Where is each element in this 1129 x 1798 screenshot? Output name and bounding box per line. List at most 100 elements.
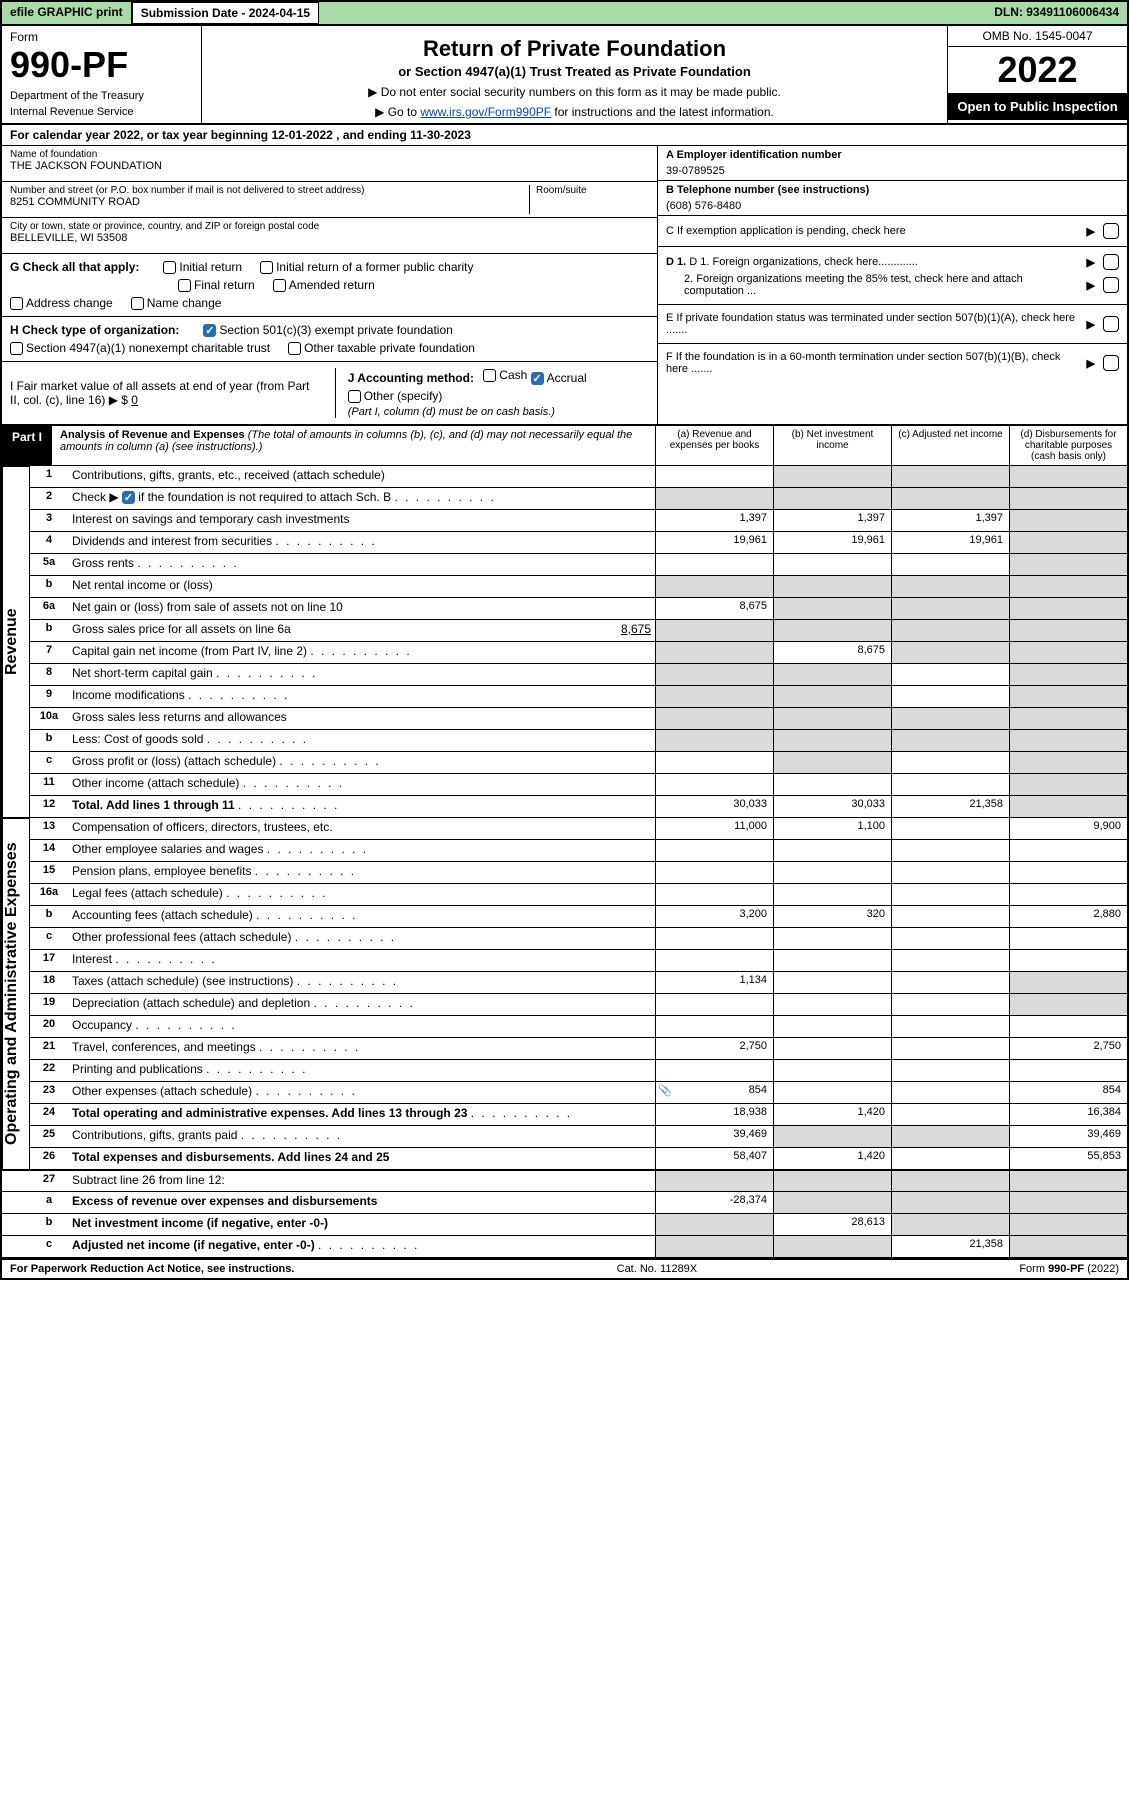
top-bar: efile GRAPHIC print Submission Date - 20… — [2, 2, 1127, 26]
line-17: Interest — [68, 950, 655, 971]
g-label: G Check all that apply: — [10, 260, 139, 274]
chk-other-taxable[interactable]: Other taxable private foundation — [288, 341, 475, 355]
line-4: Dividends and interest from securities — [68, 532, 655, 553]
city-state-zip: BELLEVILLE, WI 53508 — [10, 232, 649, 244]
chk-address-change[interactable]: Address change — [10, 296, 113, 310]
line-13: Compensation of officers, directors, tru… — [68, 818, 655, 839]
form-link[interactable]: www.irs.gov/Form990PF — [420, 105, 551, 119]
form-subtitle: or Section 4947(a)(1) Trust Treated as P… — [214, 64, 935, 79]
chk-e[interactable] — [1103, 316, 1119, 332]
chk-f[interactable] — [1103, 355, 1119, 371]
line-24: Total operating and administrative expen… — [68, 1104, 655, 1125]
footer-form: Form 990-PF (2022) — [1019, 1263, 1119, 1275]
footer-paperwork: For Paperwork Reduction Act Notice, see … — [10, 1263, 294, 1275]
line-10a: Gross sales less returns and allowances — [68, 708, 655, 729]
chk-amended-return[interactable]: Amended return — [273, 278, 375, 292]
line-27c: Adjusted net income (if negative, enter … — [68, 1236, 655, 1257]
form-number: 990-PF — [10, 44, 193, 86]
city-label: City or town, state or province, country… — [10, 221, 649, 232]
expenses-side-label: Operating and Administrative Expenses — [2, 818, 30, 1170]
name-label: Name of foundation — [10, 149, 649, 160]
submission-date: Submission Date - 2024-04-15 — [132, 2, 319, 24]
dln: DLN: 93491106006434 — [986, 2, 1127, 24]
footer-catno: Cat. No. 11289X — [617, 1263, 698, 1275]
line-20: Occupancy — [68, 1016, 655, 1037]
instr-goto: ▶ Go to www.irs.gov/Form990PF for instru… — [214, 105, 935, 119]
line-27a: Excess of revenue over expenses and disb… — [68, 1192, 655, 1213]
line-18: Taxes (attach schedule) (see instruction… — [68, 972, 655, 993]
line-16c: Other professional fees (attach schedule… — [68, 928, 655, 949]
line-10c: Gross profit or (loss) (attach schedule) — [68, 752, 655, 773]
chk-501c3[interactable]: ✓Section 501(c)(3) exempt private founda… — [203, 323, 452, 337]
efile-button[interactable]: efile GRAPHIC print — [2, 2, 132, 24]
e-label: E If private foundation status was termi… — [666, 312, 1079, 336]
line-6a: Net gain or (loss) from sale of assets n… — [68, 598, 655, 619]
line-26: Total expenses and disbursements. Add li… — [68, 1148, 655, 1169]
form-title: Return of Private Foundation — [214, 36, 935, 62]
j-note: (Part I, column (d) must be on cash basi… — [348, 406, 642, 418]
line-15: Pension plans, employee benefits — [68, 862, 655, 883]
line-2: Check ▶ ✓ if the foundation is not requi… — [68, 488, 655, 509]
col-d-header: (d) Disbursements for charitable purpose… — [1009, 426, 1127, 465]
line-27b: Net investment income (if negative, ente… — [68, 1214, 655, 1235]
h-label: H Check type of organization: — [10, 323, 179, 337]
chk-d2[interactable] — [1103, 277, 1119, 293]
part1-label: Part I — [2, 426, 52, 465]
line-19: Depreciation (attach schedule) and deple… — [68, 994, 655, 1015]
instr-ssn: ▶ Do not enter social security numbers o… — [214, 85, 935, 99]
tax-year: 2022 — [948, 47, 1127, 93]
line-21: Travel, conferences, and meetings — [68, 1038, 655, 1059]
revenue-side-label: Revenue — [2, 466, 30, 818]
line-6b: Gross sales price for all assets on line… — [68, 620, 655, 641]
open-public-badge: Open to Public Inspection — [948, 93, 1127, 120]
chk-d1[interactable] — [1103, 254, 1119, 270]
dept-treasury: Department of the Treasury — [10, 90, 193, 102]
a-label: A Employer identification number — [666, 149, 842, 161]
line-22: Printing and publications — [68, 1060, 655, 1081]
line-25: Contributions, gifts, grants paid — [68, 1126, 655, 1147]
j-label: J Accounting method: — [348, 371, 474, 385]
line-3: Interest on savings and temporary cash i… — [68, 510, 655, 531]
form-label: Form — [10, 30, 193, 44]
chk-sch-b[interactable]: ✓ — [122, 491, 135, 504]
chk-name-change[interactable]: Name change — [131, 296, 222, 310]
fmv-value: 0 — [131, 393, 138, 407]
chk-cash[interactable]: Cash — [483, 368, 527, 382]
chk-final-return[interactable]: Final return — [178, 278, 255, 292]
attachment-icon[interactable]: 📎 — [658, 1084, 672, 1097]
omb-number: OMB No. 1545-0047 — [948, 26, 1127, 47]
irs-label: Internal Revenue Service — [10, 106, 193, 118]
d1-label: D 1. Foreign organizations, check here..… — [689, 256, 918, 268]
line-23: Other expenses (attach schedule) — [68, 1082, 655, 1103]
col-a-header: (a) Revenue and expenses per books — [655, 426, 773, 465]
calendar-year-line: For calendar year 2022, or tax year begi… — [2, 125, 1127, 146]
col-b-header: (b) Net investment income — [773, 426, 891, 465]
line-11: Other income (attach schedule) — [68, 774, 655, 795]
chk-other-method[interactable]: Other (specify) — [348, 389, 443, 403]
chk-initial-return[interactable]: Initial return — [163, 260, 242, 274]
line-12: Total. Add lines 1 through 11 — [68, 796, 655, 817]
line-5b: Net rental income or (loss) — [68, 576, 655, 597]
f-label: F If the foundation is in a 60-month ter… — [666, 351, 1079, 375]
chk-4947[interactable]: Section 4947(a)(1) nonexempt charitable … — [10, 341, 270, 355]
foundation-name: THE JACKSON FOUNDATION — [10, 160, 649, 172]
line-14: Other employee salaries and wages — [68, 840, 655, 861]
d2-label: 2. Foreign organizations meeting the 85%… — [666, 273, 1079, 297]
line-1: Contributions, gifts, grants, etc., rece… — [68, 466, 655, 487]
col-c-header: (c) Adjusted net income — [891, 426, 1009, 465]
line-8: Net short-term capital gain — [68, 664, 655, 685]
addr-label: Number and street (or P.O. box number if… — [10, 185, 529, 196]
c-label: C If exemption application is pending, c… — [666, 225, 1079, 237]
part1-title: Analysis of Revenue and Expenses — [60, 429, 245, 441]
room-label: Room/suite — [536, 185, 649, 196]
line-10b: Less: Cost of goods sold — [68, 730, 655, 751]
i-label: I Fair market value of all assets at end… — [10, 379, 309, 407]
chk-initial-former[interactable]: Initial return of a former public charit… — [260, 260, 473, 274]
form-id-box: Form 990-PF Department of the Treasury I… — [2, 26, 202, 123]
line-9: Income modifications — [68, 686, 655, 707]
line-7: Capital gain net income (from Part IV, l… — [68, 642, 655, 663]
line-16a: Legal fees (attach schedule) — [68, 884, 655, 905]
chk-c[interactable] — [1103, 223, 1119, 239]
chk-accrual[interactable]: ✓Accrual — [531, 371, 587, 385]
phone: (608) 576-8480 — [666, 200, 1119, 212]
